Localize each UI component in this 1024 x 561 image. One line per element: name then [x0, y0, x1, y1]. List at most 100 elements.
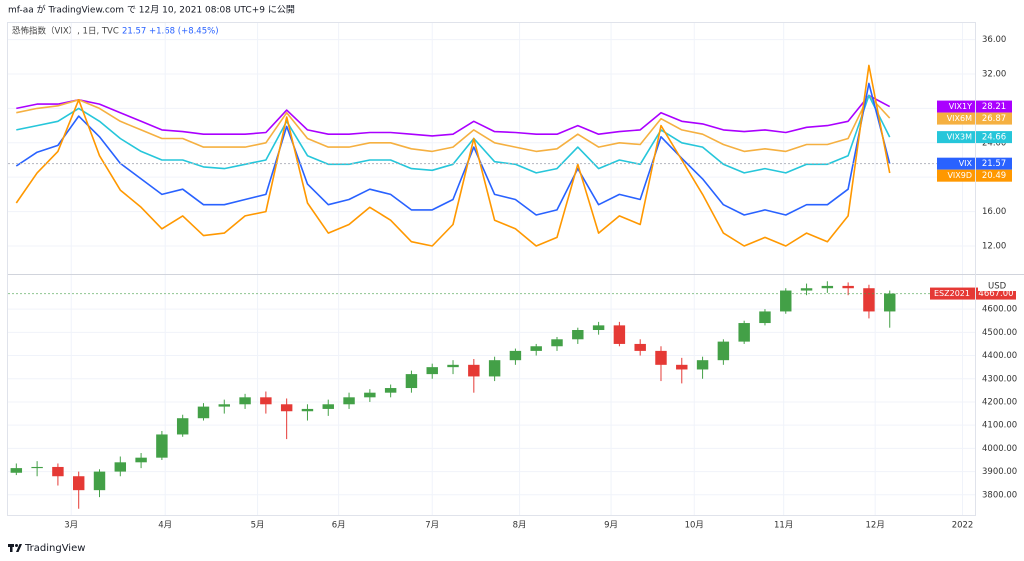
legend-badge [930, 287, 975, 300]
candle-body [780, 290, 792, 312]
y-tick-label: 32.00 [982, 69, 1006, 79]
y-tick-label: 16.00 [982, 207, 1006, 217]
y-tick-label: 4600.00 [982, 305, 1017, 315]
candle-body [717, 341, 730, 361]
price-badge [976, 112, 1012, 125]
candle-body [572, 330, 584, 340]
price-badge-label: 28.21 [982, 102, 1006, 112]
y-tick-label: 36.00 [982, 35, 1006, 45]
logo-part [10, 544, 13, 552]
price-badge-label: 21.57 [982, 159, 1006, 169]
x-tick-label: 10月 [685, 521, 704, 531]
logo-part [15, 544, 18, 547]
candle-body [260, 397, 272, 405]
candle-body [322, 404, 334, 409]
price-badge [976, 100, 1012, 113]
candle-body [301, 408, 314, 412]
legend-name: ESZ2021 [934, 289, 970, 298]
legend-badge [937, 112, 975, 125]
x-tick-label: 12月 [866, 521, 885, 531]
price-badge-label: 26.87 [982, 114, 1006, 124]
candle-body [197, 406, 210, 419]
candle-body [72, 476, 85, 491]
candle-body [738, 323, 750, 342]
pane-title: 恐怖指数（VIX）, 1日, TVC [12, 26, 119, 37]
y-tick-label: 4000.00 [982, 444, 1017, 454]
x-tick-label: 9月 [604, 521, 618, 531]
candle-body [592, 325, 605, 331]
y-tick-label: 4300.00 [982, 374, 1017, 384]
last-price: 21.57 [122, 27, 146, 37]
x-tick-label: 4月 [158, 521, 172, 531]
candle-body [239, 397, 251, 405]
unit-label: USD [988, 282, 1007, 292]
candle-body [426, 367, 438, 375]
x-tick-label: 5月 [251, 521, 265, 531]
price-badge [976, 131, 1012, 144]
candle-body [800, 288, 813, 291]
series-line [15, 64, 891, 247]
series-line [16, 94, 891, 137]
legend-badge [937, 157, 975, 170]
series-line [16, 94, 891, 153]
logo [8, 544, 22, 552]
candle-body [364, 392, 376, 398]
candle-body [884, 293, 896, 312]
logo-part [16, 544, 22, 552]
header: mf-aa が TradingView.com で 12月 10, 2021 0… [8, 4, 295, 16]
candle-body [551, 339, 563, 347]
candle-body [176, 418, 189, 435]
y-tick-label: 4400.00 [982, 351, 1017, 361]
legend-badge [937, 169, 975, 182]
candle-body [384, 388, 397, 393]
candle-body [447, 364, 459, 368]
y-tick-label: 4200.00 [982, 397, 1017, 407]
candle-body [509, 350, 522, 361]
candle-body [93, 471, 106, 491]
candle-body [280, 404, 293, 412]
candle-body [821, 285, 834, 289]
candle-body [613, 325, 626, 344]
x-tick-label: 11月 [774, 521, 793, 531]
footer-brand: TradingView [24, 543, 85, 554]
candle-body [31, 466, 43, 469]
candle-body [343, 397, 355, 405]
candle-body [676, 364, 688, 370]
legend-name: VIX3M [947, 133, 972, 142]
candle-body [218, 404, 230, 407]
price-badge [976, 169, 1012, 182]
candle-body [634, 343, 646, 351]
candle-body [468, 364, 480, 377]
series-line [15, 82, 891, 216]
y-tick-label: 24.00 [982, 138, 1006, 148]
candle-body [863, 288, 875, 312]
x-tick-label: 7月 [425, 521, 439, 531]
legend-name: VIX1Y [949, 102, 972, 111]
candle-body [114, 462, 127, 472]
legend-name: VIX9D [947, 171, 972, 180]
series-line [16, 94, 891, 174]
candle-body [52, 466, 64, 477]
candle-body [696, 360, 709, 370]
candle-body [10, 468, 23, 473]
candle-body [156, 434, 168, 458]
candle-body [405, 374, 418, 389]
price-badge-label: 4667.00 [978, 289, 1013, 299]
y-tick-label: 4100.00 [982, 421, 1017, 431]
y-tick-label: 3800.00 [982, 490, 1017, 500]
y-tick-label: 4500.00 [982, 328, 1017, 338]
candle-body [842, 285, 854, 289]
legend-name: VIX6M [947, 114, 972, 123]
x-tick-label: 6月 [332, 521, 346, 531]
candle-body [488, 360, 501, 377]
y-tick-label: 12.00 [982, 241, 1006, 251]
y-tick-label: 3900.00 [982, 467, 1017, 477]
legend-badge [937, 100, 975, 113]
unit-bg [978, 280, 1018, 291]
x-tick-label: 8月 [513, 521, 527, 531]
legend-badge [937, 131, 975, 144]
price-change: +1.68 (+8.45%) [149, 27, 219, 37]
legend-name: VIX [959, 159, 973, 168]
